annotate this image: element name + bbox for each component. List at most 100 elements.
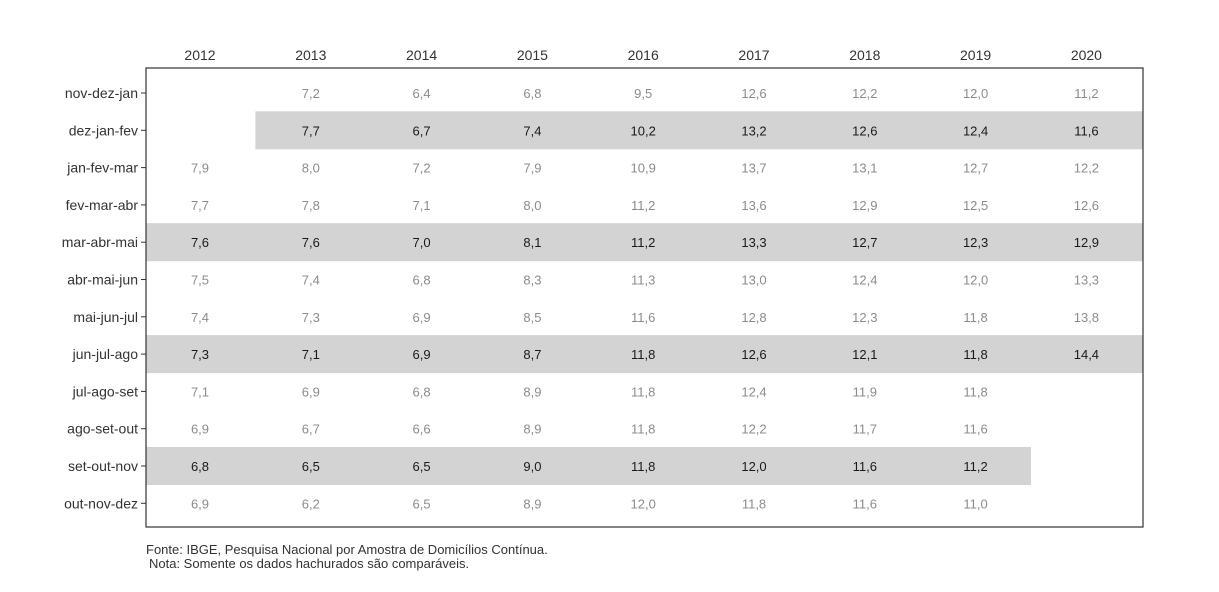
- table-cell: 7,6: [302, 235, 320, 250]
- table-cell: 9,5: [634, 86, 652, 101]
- column-header: 2015: [517, 47, 548, 63]
- table-cell: 7,3: [191, 347, 209, 362]
- table-cell: 7,1: [413, 198, 431, 213]
- table-cell: 7,3: [302, 310, 320, 325]
- table-cell: 13,3: [741, 235, 766, 250]
- table-cell: 11,8: [963, 384, 987, 399]
- table-cell: 11,9: [853, 384, 877, 399]
- highlight-band: [146, 223, 1143, 262]
- table-cell: 7,1: [302, 347, 320, 362]
- column-header: 2016: [628, 47, 659, 63]
- highlight-band: [255, 111, 1143, 150]
- table-cell: 11,7: [853, 422, 877, 437]
- column-header: 2019: [960, 47, 991, 63]
- table-cell: 12,0: [741, 459, 766, 474]
- table-cell: 6,9: [413, 310, 431, 325]
- table-cell: 10,2: [631, 123, 656, 138]
- table-cell: 7,4: [191, 310, 209, 325]
- table-cell: 11,2: [963, 459, 987, 474]
- table-cell: 8,1: [523, 235, 541, 250]
- table-cell: 6,5: [413, 459, 431, 474]
- table-cell: 11,8: [631, 459, 655, 474]
- table-cell: 12,4: [852, 273, 877, 288]
- table-cell: 13,6: [741, 198, 766, 213]
- table-cell: 12,6: [1074, 198, 1099, 213]
- table-cell: 7,5: [191, 273, 209, 288]
- table-cell: 11,8: [631, 384, 655, 399]
- table-cell: 7,4: [523, 123, 541, 138]
- table-cell: 6,6: [413, 422, 431, 437]
- table-cell: 8,9: [523, 384, 541, 399]
- row-label: dez-jan-fev: [69, 122, 138, 138]
- row-label: abr-mai-jun: [67, 272, 138, 288]
- table-cell: 11,2: [631, 235, 655, 250]
- table-cell: 12,0: [963, 86, 988, 101]
- table-cell: 6,9: [191, 422, 209, 437]
- table-cell: 7,7: [302, 123, 320, 138]
- table-cell: 6,8: [191, 459, 209, 474]
- row-label: mai-jun-jul: [73, 309, 138, 325]
- table-cell: 13,7: [741, 161, 766, 176]
- table-cell: 12,9: [852, 198, 877, 213]
- table-frame: [145, 67, 1144, 528]
- table-cell: 12,6: [852, 123, 877, 138]
- row-label: jan-fev-mar: [66, 160, 138, 176]
- table-cell: 12,0: [963, 273, 988, 288]
- table-cell: 11,8: [631, 422, 655, 437]
- table-cell: 6,7: [302, 422, 320, 437]
- table-cell: 11,2: [631, 198, 655, 213]
- table-cell: 6,9: [302, 384, 320, 399]
- table-cell: 7,6: [191, 235, 209, 250]
- table-cell: 8,9: [523, 422, 541, 437]
- table-cell: 8,3: [523, 273, 541, 288]
- table-cell: 6,8: [523, 86, 541, 101]
- table-cell: 13,2: [741, 123, 766, 138]
- table-cell: 11,8: [742, 496, 766, 511]
- table-cell: 8,0: [302, 161, 320, 176]
- table-cell: 12,9: [1074, 235, 1099, 250]
- comparability-note: Nota: Somente os dados hachurados são co…: [149, 556, 470, 571]
- table-cell: 11,8: [631, 347, 655, 362]
- column-header: 2012: [184, 47, 215, 63]
- table-cell: 12,3: [852, 310, 877, 325]
- table-cell: 11,3: [631, 273, 655, 288]
- table-cell: 12,2: [1074, 161, 1099, 176]
- column-header: 2018: [849, 47, 880, 63]
- column-header: 2017: [738, 47, 769, 63]
- table-cell: 8,5: [523, 310, 541, 325]
- row-label: nov-dez-jan: [65, 85, 138, 101]
- table-cell: 14,4: [1074, 347, 1099, 362]
- table-cell: 12,1: [852, 347, 877, 362]
- table-cell: 11,0: [963, 496, 987, 511]
- row-label: jun-jul-ago: [72, 346, 139, 362]
- table-cell: 6,9: [191, 496, 209, 511]
- table-cell: 11,6: [853, 496, 877, 511]
- table-cell: 9,0: [523, 459, 541, 474]
- column-header: 2013: [295, 47, 326, 63]
- row-label: ago-set-out: [67, 421, 138, 437]
- table-cell: 7,2: [413, 161, 431, 176]
- table-cell: 6,4: [413, 86, 431, 101]
- table-cell: 12,5: [963, 198, 988, 213]
- table-cell: 12,6: [741, 86, 766, 101]
- table-cell: 8,0: [523, 198, 541, 213]
- table-cell: 12,2: [741, 422, 766, 437]
- table-cell: 11,6: [631, 310, 655, 325]
- highlight-band: [146, 447, 1031, 485]
- table-cell: 6,8: [413, 384, 431, 399]
- table-cell: 11,2: [1074, 86, 1098, 101]
- table-cell: 12,7: [963, 161, 988, 176]
- row-label: jul-ago-set: [72, 383, 138, 399]
- column-header: 2014: [406, 47, 437, 63]
- table-cell: 13,0: [741, 273, 766, 288]
- table-cell: 7,9: [191, 161, 209, 176]
- table-cell: 13,1: [852, 161, 877, 176]
- table-cell: 12,4: [963, 123, 988, 138]
- footnotes: Fonte: IBGE, Pesquisa Nacional por Amost…: [146, 543, 548, 571]
- table-cell: 6,5: [302, 459, 320, 474]
- table-cell: 12,6: [741, 347, 766, 362]
- table-cell: 12,3: [963, 235, 988, 250]
- table-cell: 12,4: [741, 384, 766, 399]
- table-cell: 12,0: [631, 496, 656, 511]
